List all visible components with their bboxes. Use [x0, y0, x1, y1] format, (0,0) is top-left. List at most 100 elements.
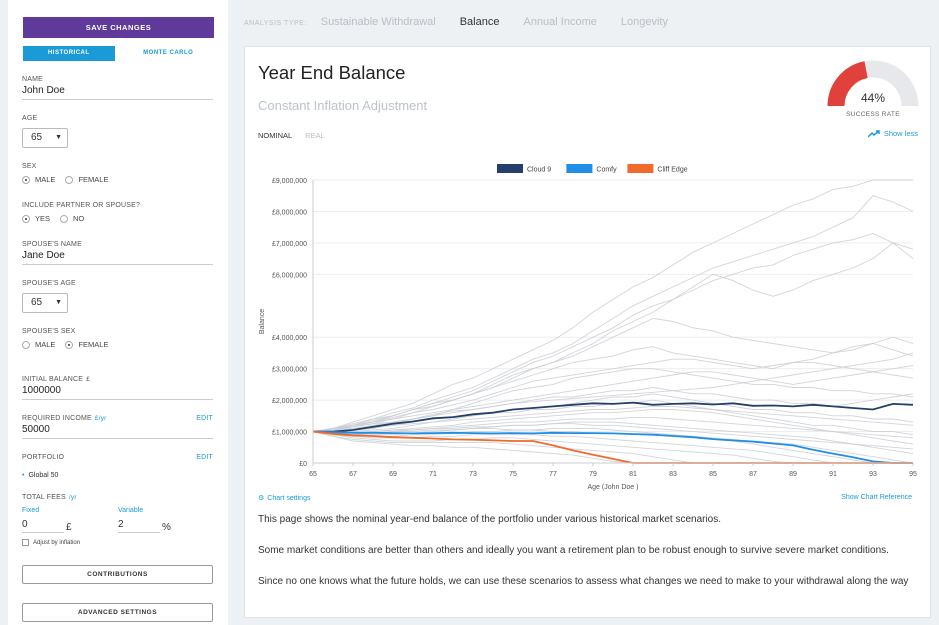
tab-monte-carlo[interactable]: MONTE CARLO	[143, 50, 194, 56]
age-select-value: 65	[31, 132, 43, 143]
partner-radio-no[interactable]: NO	[60, 214, 84, 223]
tab-annual-income[interactable]: Annual Income	[523, 16, 597, 28]
portfolio-item: • Global 50	[22, 472, 213, 479]
name-field[interactable]: John Doe	[22, 83, 213, 100]
chart-legend: Cloud 9 Comfy Cliff Edge	[497, 164, 688, 174]
x-tick-label: 81	[629, 471, 637, 478]
required-income-label-text: REQUIRED INCOME	[22, 415, 92, 422]
scenario-line	[313, 409, 914, 445]
contributions-button[interactable]: CONTRIBUTIONS	[22, 565, 213, 584]
scenario-lines	[312, 179, 914, 464]
chart-settings-link[interactable]: ⚙ Chart settings	[258, 494, 310, 502]
gauge-fill	[827, 61, 869, 107]
scenario-line	[312, 233, 914, 433]
x-tick-label: 77	[549, 471, 557, 478]
sex-radio-group: MALE FEMALE	[22, 175, 118, 184]
mode-tabs: HISTORICAL MONTE CARLO	[23, 46, 214, 61]
sex-radio-female[interactable]: FEMALE	[65, 175, 108, 184]
legend-label: Cloud 9	[527, 167, 551, 174]
age-select[interactable]: 65 ▼	[22, 128, 68, 148]
radio-dot	[22, 214, 30, 223]
required-income-field[interactable]: 50000	[22, 422, 213, 439]
settings-sidebar: SAVE CHANGES HISTORICAL MONTE CARLO NAME…	[8, 0, 228, 625]
total-fees-unit: /yr	[68, 494, 77, 501]
x-axis-label: Age (John Doe )	[588, 484, 639, 491]
tab-longevity[interactable]: Longevity	[620, 16, 668, 28]
partner-no-label: NO	[73, 214, 85, 223]
sex-label: SEX	[22, 163, 37, 170]
partner-radio-yes[interactable]: YES	[22, 214, 50, 223]
success-rate-label: SUCCESS RATE	[846, 111, 900, 118]
x-tick-label: 69	[389, 471, 397, 478]
show-less-label: Show less	[883, 129, 918, 138]
legend-swatch	[497, 164, 523, 173]
adjust-inflation-checkbox[interactable]: Adjust by inflation	[22, 539, 80, 546]
tab-historical[interactable]: HISTORICAL	[23, 46, 115, 61]
show-chart-reference-link[interactable]: Show Chart Reference	[841, 494, 912, 501]
y-tick-label: £3,000,000	[272, 367, 307, 374]
x-tick-label: 95	[909, 471, 917, 478]
spouse-age-select-value: 65	[31, 297, 43, 308]
spouse-age-select[interactable]: 65 ▼	[22, 293, 68, 313]
legend-label: Cliff Edge	[657, 167, 687, 174]
spouse-sex-radio-female[interactable]: FEMALE	[65, 340, 108, 349]
legend-swatch	[627, 164, 654, 173]
portfolio-edit-link[interactable]: EDIT	[196, 454, 213, 461]
nominal-real-tabs: NOMINAL REAL	[258, 131, 338, 140]
legend-swatch	[566, 164, 593, 173]
x-tick-label: 79	[589, 471, 597, 478]
radio-dot	[22, 340, 30, 349]
legend-label: Comfy	[596, 167, 617, 174]
description-paragraph: This page shows the nominal year-end bal…	[258, 514, 722, 525]
success-rate-gauge: 44% SUCCESS RATE	[827, 60, 919, 124]
sex-radio-male[interactable]: MALE	[22, 175, 55, 184]
gear-icon: ⚙	[258, 495, 265, 502]
initial-balance-label: INITIAL BALANCE £	[22, 376, 213, 383]
spouse-male-label: MALE	[35, 340, 56, 349]
scenario-line	[312, 358, 914, 433]
description-paragraph: Since no one knows what the future holds…	[258, 576, 909, 587]
name-label: NAME	[22, 76, 44, 83]
initial-balance-field[interactable]: 1000000	[22, 383, 213, 400]
tab-sustainable-withdrawal[interactable]: Sustainable Withdrawal	[320, 16, 436, 28]
variable-fee-unit: %	[162, 522, 171, 533]
success-rate-value: 44%	[860, 91, 886, 105]
scenario-line	[312, 423, 914, 450]
chart-axes: £0 £1,000,000 £2,000,000 £3,000,000 £4,000,0…	[259, 178, 917, 491]
gauge-arc	[827, 60, 919, 107]
spouse-female-label: FEMALE	[78, 340, 109, 349]
advanced-settings-button[interactable]: ADVANCED SETTINGS	[22, 603, 213, 622]
tab-balance[interactable]: Balance	[459, 16, 500, 28]
spouse-name-field[interactable]: Jane Doe	[22, 248, 213, 265]
sex-female-label: FEMALE	[78, 175, 109, 184]
chevron-down-icon: ▼	[55, 299, 62, 306]
fixed-fee-field[interactable]: 0	[22, 517, 64, 533]
analysis-type-label: ANALYSIS TYPE:	[244, 20, 307, 27]
y-tick-label: £9,000,000	[272, 178, 307, 185]
save-changes-button[interactable]: SAVE CHANGES	[23, 17, 214, 38]
required-income-label: REQUIRED INCOME £/yr EDIT	[22, 415, 213, 422]
y-tick-label: £1,000,000	[272, 430, 307, 437]
spouse-sex-radio-male[interactable]: MALE	[22, 340, 55, 349]
tab-real[interactable]: REAL	[305, 131, 325, 140]
x-tick-label: 83	[669, 471, 677, 478]
scenario-line	[312, 352, 914, 433]
fixed-fee-label: Fixed	[22, 507, 40, 514]
x-tick-label: 93	[869, 471, 877, 478]
variable-fee-label: Variable	[118, 507, 144, 514]
checkbox-box	[22, 539, 29, 546]
balance-card: Year End Balance Constant Inflation Adju…	[244, 46, 931, 618]
total-fees-label: TOTAL FEES/yr	[22, 494, 77, 501]
y-tick-label: £0	[299, 461, 307, 468]
x-tick-label: 91	[829, 471, 837, 478]
x-tick-label: 85	[709, 471, 717, 478]
named-series-lines	[312, 401, 914, 464]
tab-nominal[interactable]: NOMINAL	[258, 131, 293, 140]
required-income-edit-link[interactable]: EDIT	[196, 415, 213, 422]
variable-fee-field[interactable]: 2	[118, 517, 160, 533]
analysis-type-nav: ANALYSIS TYPE: Sustainable Withdrawal Ba…	[244, 16, 692, 28]
x-tick-label: 75	[509, 471, 517, 478]
spouse-name-label: SPOUSE'S NAME	[22, 241, 82, 248]
show-less-link[interactable]: Show less	[867, 129, 918, 138]
partner-yes-label: YES	[35, 214, 51, 223]
